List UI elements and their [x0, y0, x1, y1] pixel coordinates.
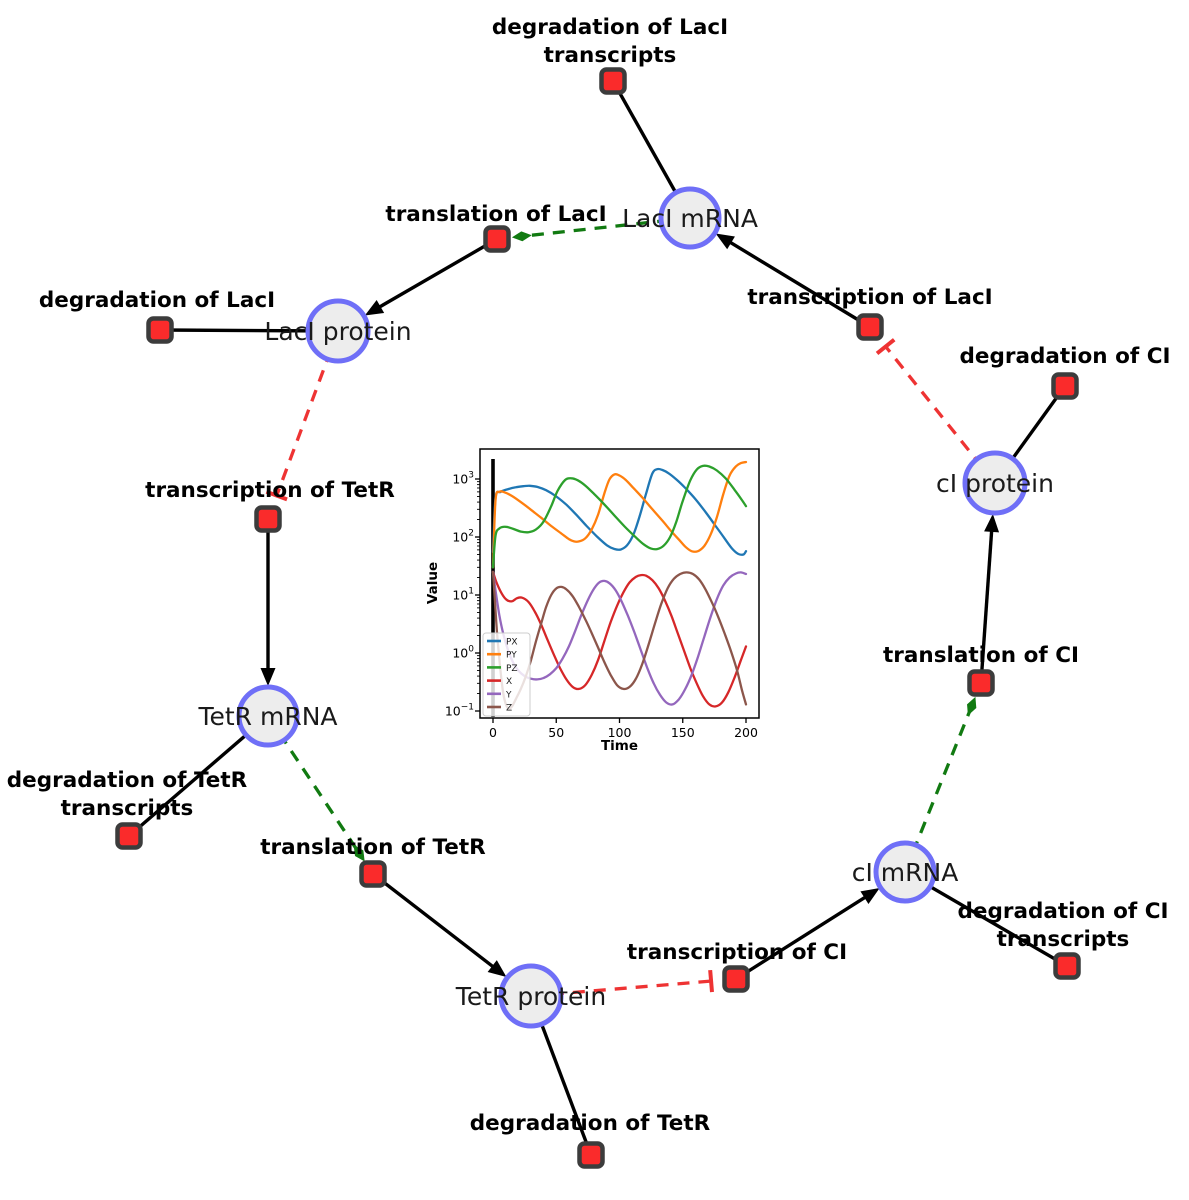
- labels-layer: degradation of LacI transcripts translatio…: [7, 15, 1171, 1136]
- reaction-label-transcription-ci: transcription of CI: [627, 940, 847, 965]
- reaction-label-deg-laci-tx-line2: transcripts: [544, 43, 677, 68]
- reaction-label-deg-ci-tx-line2: transcripts: [997, 927, 1130, 952]
- arrowhead-icon-tetr-mrna: [260, 668, 276, 686]
- species-node-tetr-mrna[interactable]: [236, 684, 300, 748]
- arrowhead-icon-tetr-protein: [487, 960, 507, 978]
- arrowhead-icon-ci-mrna: [860, 888, 880, 905]
- chart-series-pz: [491, 464, 748, 569]
- reaction-label-deg-tetr-tx-line2: transcripts: [61, 796, 194, 821]
- inset-timecourse-chart: 0 50 100 150 20010−1100101102103TimeValuePXP…: [425, 448, 760, 754]
- legend-label-z: Z: [506, 704, 512, 714]
- chart-series-px: [491, 467, 748, 556]
- reaction-label-deg-ci: degradation of CI: [960, 344, 1171, 369]
- diamond-arrowhead-icon-translation-tetr: [353, 844, 365, 862]
- reaction-node-translation-ci[interactable]: [967, 669, 995, 697]
- legend-label-x: X: [506, 677, 512, 687]
- x-tick-label-0: 0: [489, 725, 497, 740]
- chart-legend: PX PY PZ XYZ: [482, 632, 531, 717]
- x-tick-label-100: 100: [608, 725, 632, 740]
- y-tick-label-10e2: 102: [452, 529, 474, 545]
- chart-plot-area: [491, 459, 748, 717]
- x-tick-label-200: 200: [734, 725, 758, 740]
- reaction-label-translation-tetr: translation of TetR: [260, 835, 486, 860]
- reaction-node-deg-laci[interactable]: [146, 316, 174, 344]
- reaction-node-transcription-ci[interactable]: [722, 965, 750, 993]
- reaction-node-transcription-laci[interactable]: [856, 313, 884, 341]
- reaction-label-transcription-tetr: transcription of TetR: [145, 478, 395, 503]
- diamond-arrowhead-icon-translation-laci: [511, 231, 532, 242]
- species-node-ci-protein[interactable]: [962, 450, 1028, 516]
- reaction-label-deg-tetr-tx-line1: degradation of TetR: [7, 768, 248, 793]
- edge-production-transcription-ci-to-ci-mrna: [735, 891, 873, 981]
- reaction-node-transcription-tetr[interactable]: [254, 505, 282, 533]
- chart-series-x: [491, 570, 748, 708]
- edge-production-translation-ci-to-ci-protein: [979, 523, 994, 684]
- x-axis-label: Time: [601, 738, 638, 754]
- reaction-node-deg-ci[interactable]: [1051, 372, 1079, 400]
- reaction-label-deg-tetr: degradation of TetR: [470, 1111, 711, 1136]
- reaction-label-deg-ci-tx-line1: degradation of CI: [958, 899, 1169, 924]
- reaction-label-translation-ci: translation of CI: [883, 643, 1079, 668]
- reaction-node-translation-tetr[interactable]: [359, 860, 387, 888]
- reaction-label-deg-laci-tx-line1: degradation of LacI: [492, 15, 728, 40]
- reaction-node-deg-laci-tx[interactable]: [599, 67, 627, 95]
- arrowhead-icon-laci-mrna: [715, 233, 735, 250]
- y-tick-label-10e-1: 10−1: [445, 703, 474, 719]
- inhibition-tbar-icon-transcription-tetr: [265, 489, 288, 502]
- inhibition-tbar-icon-transcription-laci: [875, 338, 896, 355]
- reaction-node-translation-laci[interactable]: [483, 225, 511, 253]
- x-tick-label-50: 50: [548, 725, 564, 740]
- species-node-laci-protein[interactable]: [305, 298, 371, 364]
- reaction-node-deg-tetr[interactable]: [577, 1141, 605, 1169]
- edge-production-translation-tetr-to-tetr-protein: [371, 872, 500, 973]
- species-label-tetr-protein: TetR protein: [455, 982, 606, 1011]
- diamond-arrowhead-icon-translation-ci: [967, 696, 977, 716]
- species-label-ci-mrna: cI mRNA: [852, 858, 959, 887]
- y-axis-label: Value: [425, 562, 441, 604]
- species-label-laci-protein: LacI protein: [264, 317, 411, 346]
- nodes-layer: [115, 67, 1081, 1169]
- legend-label-pz: PZ: [506, 664, 518, 674]
- reaction-node-deg-tetr-tx[interactable]: [115, 822, 143, 850]
- edge-production-transcription-laci-to-laci-mrna: [723, 237, 871, 329]
- arrowhead-icon-ci-protein: [984, 513, 1000, 533]
- y-tick-label-10e3: 103: [452, 471, 474, 487]
- arrowhead-icon-laci-protein: [364, 299, 385, 316]
- edge-production-translation-laci-to-laci-protein: [372, 237, 498, 312]
- species-node-tetr-protein[interactable]: [498, 963, 564, 1029]
- reaction-label-translation-laci: translation of LacI: [385, 202, 606, 227]
- legend-label-py: PY: [506, 651, 517, 661]
- species-label-ci-protein: cI protein: [936, 469, 1054, 498]
- species-label-laci-mrna: LacI mRNA: [622, 204, 758, 233]
- reaction-label-deg-laci: degradation of LacI: [39, 288, 275, 313]
- y-tick-label-10e1: 101: [452, 587, 474, 603]
- reaction-node-deg-ci-tx[interactable]: [1053, 952, 1081, 980]
- chart-series-py: [491, 460, 748, 569]
- legend-label-px: PX: [506, 638, 518, 648]
- x-tick-label-150: 150: [671, 725, 695, 740]
- reaction-label-transcription-laci: transcription of LacI: [747, 285, 992, 310]
- legend-label-y: Y: [505, 690, 512, 700]
- species-node-laci-mrna[interactable]: [658, 186, 722, 250]
- inhibition-tbar-icon-transcription-ci: [708, 969, 714, 993]
- y-tick-label-10e0: 100: [452, 645, 474, 661]
- species-node-ci-mrna[interactable]: [873, 840, 937, 904]
- species-label-tetr-mrna: TetR mRNA: [197, 702, 337, 731]
